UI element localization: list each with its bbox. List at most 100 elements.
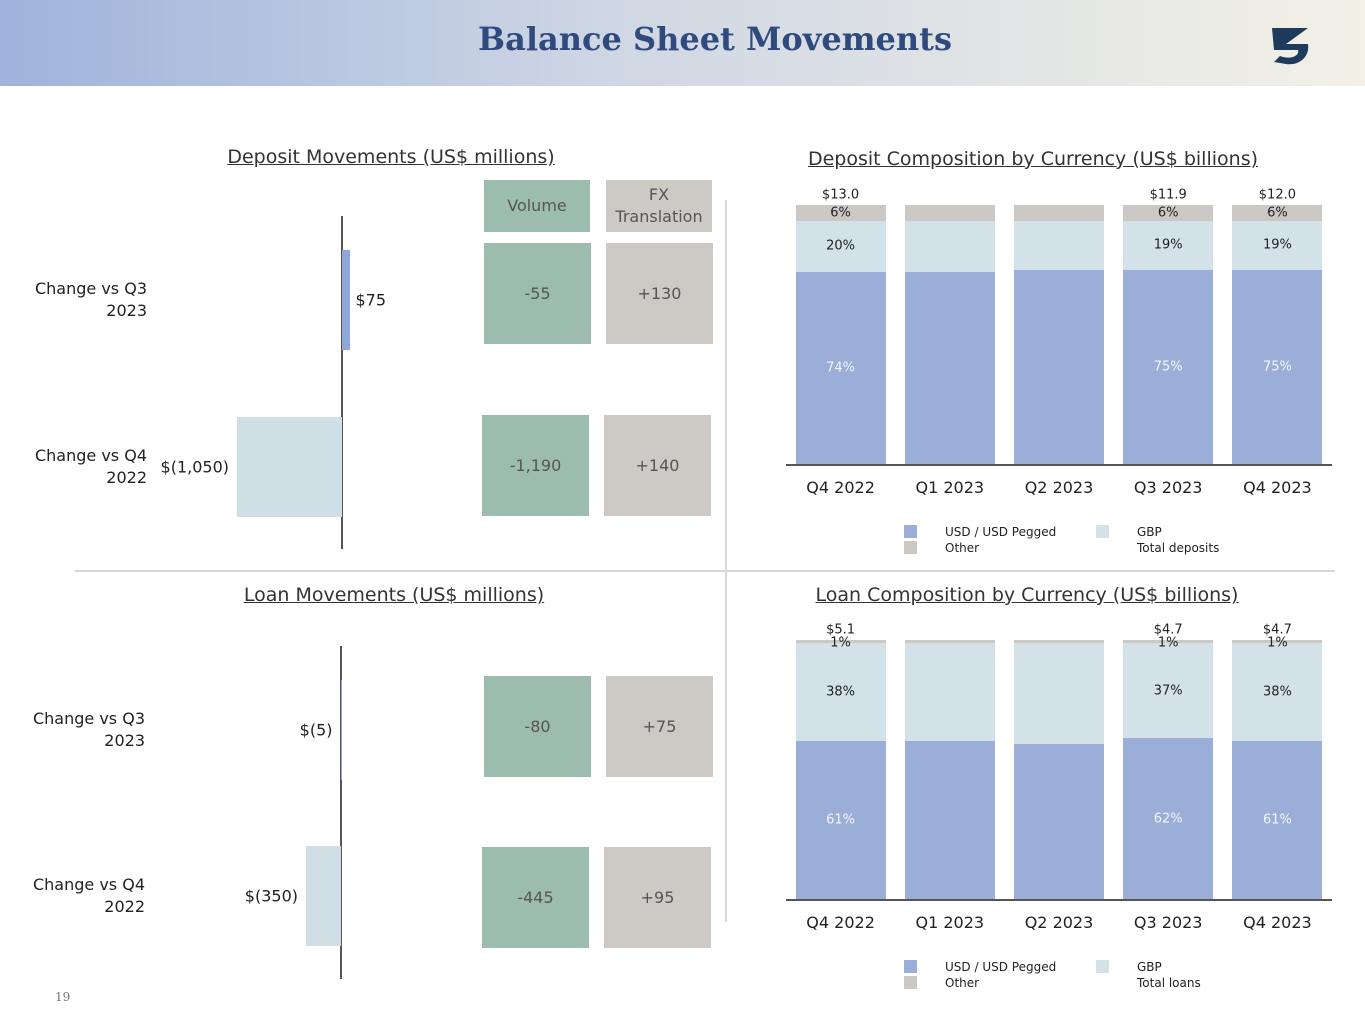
category-label: Change vs Q4 2022 xyxy=(34,446,147,487)
bar xyxy=(306,846,341,946)
legend-swatch xyxy=(904,541,917,554)
logo xyxy=(1272,28,1309,65)
value-label: $(1,050) xyxy=(160,457,229,477)
value-label: 1% xyxy=(830,635,851,651)
total-label: $4.7 xyxy=(1153,622,1183,638)
category-label: Change vs Q4 2022 xyxy=(32,875,145,916)
legend-swatch xyxy=(904,525,917,538)
bar-segment xyxy=(1232,741,1323,899)
legend-label: USD / USD Pegged xyxy=(945,960,1057,974)
value-label: 75% xyxy=(1262,359,1292,375)
table-cell: +95 xyxy=(604,847,711,948)
bar-segment xyxy=(1123,220,1214,270)
table-cell: +130 xyxy=(606,243,713,344)
value-label: 19% xyxy=(1153,237,1183,253)
bar-segment xyxy=(904,640,995,643)
total-label: $5.1 xyxy=(826,622,856,638)
x-tick-label: Q1 2023 xyxy=(915,913,985,932)
bar-segment xyxy=(904,741,995,899)
total-label: $11.9 xyxy=(1149,187,1187,203)
axis-line xyxy=(786,899,1332,901)
axis-line xyxy=(341,216,343,549)
bar-segment xyxy=(904,205,995,221)
page-number: 19 xyxy=(55,990,71,1004)
bar-segment xyxy=(904,642,995,741)
x-tick-label: Q3 2023 xyxy=(1133,478,1203,497)
x-tick-label: Q1 2023 xyxy=(915,478,985,497)
total-label: $12.0 xyxy=(1258,187,1296,203)
value-label: $(5) xyxy=(299,720,333,740)
value-label: $(350) xyxy=(244,886,298,906)
value-label: 1% xyxy=(1267,635,1288,651)
bar-segment xyxy=(795,741,886,899)
chart-title: Loan Movements (US$ millions) xyxy=(243,584,545,606)
total-label: $4.7 xyxy=(1262,622,1292,638)
bar-segment xyxy=(1014,640,1104,643)
bar-segment xyxy=(1014,743,1104,899)
bar-segment xyxy=(1232,642,1323,741)
value-label: 74% xyxy=(826,360,856,376)
table-cell: -1,190 xyxy=(482,415,589,516)
value-label: 75% xyxy=(1153,359,1183,375)
bar-segment xyxy=(1014,269,1104,464)
bar-segment xyxy=(1123,269,1214,464)
legend-label: GBP xyxy=(1137,525,1162,539)
legend-swatch xyxy=(1096,960,1109,973)
axis-line xyxy=(340,646,342,979)
bar xyxy=(237,417,342,517)
legend-label: USD / USD Pegged xyxy=(945,525,1057,539)
bar-segment xyxy=(1014,642,1104,744)
slide-title: Balance Sheet Movements xyxy=(478,20,952,58)
legend-swatch xyxy=(904,976,917,989)
chart-title: Deposit Movements (US$ millions) xyxy=(227,146,555,168)
bar-segment xyxy=(795,272,886,464)
bar-segment xyxy=(795,220,886,273)
legend-label: Other xyxy=(945,541,980,555)
x-tick-label: Q2 2023 xyxy=(1024,478,1094,497)
value-label: $75 xyxy=(355,290,387,310)
table-header: Volume xyxy=(484,180,590,232)
bar xyxy=(342,250,350,350)
legend-label: Total loans xyxy=(1137,976,1201,990)
value-label: 1% xyxy=(1157,635,1179,651)
bar-segment xyxy=(904,220,995,273)
category-label: Change vs Q3 2023 xyxy=(34,279,147,320)
bar-segment xyxy=(1123,642,1214,739)
value-label: 6% xyxy=(830,205,851,221)
table-cell: -445 xyxy=(482,847,589,948)
value-label: 38% xyxy=(1262,684,1292,700)
bar-segment xyxy=(1232,220,1323,270)
x-tick-label: Q4 2022 xyxy=(806,478,875,497)
table-cell: +75 xyxy=(606,676,713,777)
value-label: 62% xyxy=(1153,811,1183,827)
value-label: 37% xyxy=(1153,683,1183,698)
bar-segment xyxy=(1123,738,1214,899)
x-tick-label: Q4 2023 xyxy=(1243,913,1312,932)
axis-line xyxy=(786,464,1332,466)
value-label: 61% xyxy=(826,812,856,828)
legend-label: GBP xyxy=(1137,960,1162,974)
table-cell: -80 xyxy=(484,676,591,777)
x-tick-label: Q2 2023 xyxy=(1024,913,1094,932)
table-cell: -55 xyxy=(484,243,591,344)
bar-segment xyxy=(1014,205,1104,221)
chart-title: Deposit Composition by Currency (US$ bil… xyxy=(807,148,1259,170)
bar-segment xyxy=(795,642,886,741)
total-label: $13.0 xyxy=(821,187,860,203)
bar-segment xyxy=(795,205,886,221)
legend-label: Other xyxy=(945,976,980,990)
x-tick-label: Q4 2022 xyxy=(806,913,875,932)
divider xyxy=(725,200,727,922)
value-label: 6% xyxy=(1267,205,1288,221)
bar-segment xyxy=(904,272,995,464)
bar xyxy=(340,680,342,780)
bar-segment xyxy=(1232,269,1323,464)
value-label: 6% xyxy=(1157,205,1179,221)
legend-swatch xyxy=(904,960,917,973)
value-label: 19% xyxy=(1262,237,1292,253)
bar-segment xyxy=(795,640,886,643)
value-label: 61% xyxy=(1262,812,1292,828)
x-tick-label: Q3 2023 xyxy=(1133,913,1203,932)
chart-title: Loan Composition by Currency (US$ billio… xyxy=(815,584,1239,606)
